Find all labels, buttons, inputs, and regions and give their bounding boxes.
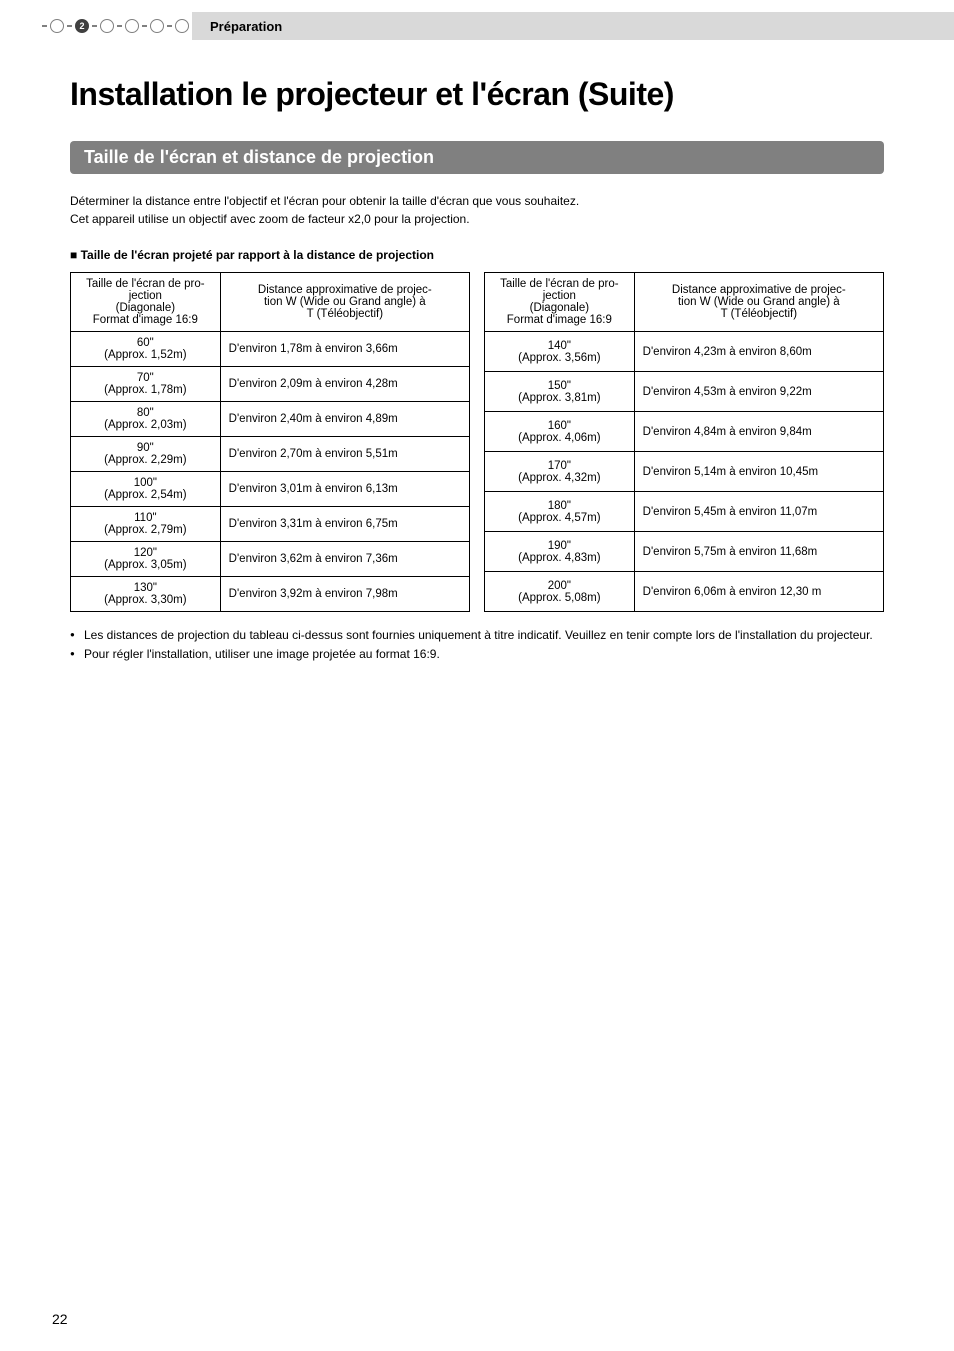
connector-line xyxy=(92,25,97,27)
tables-container: Taille de l'écran de pro- jection (Diago… xyxy=(70,272,884,612)
cell-distance: D'environ 4,84m à environ 9,84m xyxy=(634,412,883,452)
cell-size: 100"(Approx. 2,54m) xyxy=(71,472,221,507)
table-row: 150"(Approx. 3,81m)D'environ 4,53m à env… xyxy=(485,372,884,412)
header-size-l3: (Diagonale) xyxy=(530,302,589,314)
table-row: 120"(Approx. 3,05m)D'environ 3,62m à env… xyxy=(71,542,470,577)
step-circle-2-active: 2 xyxy=(75,19,89,33)
step-circle-1 xyxy=(50,19,64,33)
table-row: 130"(Approx. 3,30m)D'environ 3,92m à env… xyxy=(71,577,470,612)
cell-size: 150"(Approx. 3,81m) xyxy=(485,372,635,412)
connector-line xyxy=(67,25,72,27)
table-row: 170"(Approx. 4,32m)D'environ 5,14m à env… xyxy=(485,452,884,492)
cell-distance: D'environ 5,45m à environ 11,07m xyxy=(634,492,883,532)
notes-list: Les distances de projection du tableau c… xyxy=(70,626,884,664)
cell-size: 200"(Approx. 5,08m) xyxy=(485,572,635,612)
section-heading: Taille de l'écran et distance de project… xyxy=(70,141,884,174)
step-circle-6 xyxy=(175,19,189,33)
header-size: Taille de l'écran de pro- jection (Diago… xyxy=(485,273,635,332)
table-row: 70"(Approx. 1,78m)D'environ 2,09m à envi… xyxy=(71,367,470,402)
cell-distance: D'environ 1,78m à environ 3,66m xyxy=(220,332,469,367)
cell-size: 170"(Approx. 4,32m) xyxy=(485,452,635,492)
cell-distance: D'environ 2,09m à environ 4,28m xyxy=(220,367,469,402)
connector-line xyxy=(142,25,147,27)
header-dist-l3: T (Téléobjectif) xyxy=(721,308,797,320)
table-row: 60"(Approx. 1,52m)D'environ 1,78m à envi… xyxy=(71,332,470,367)
cell-size: 130"(Approx. 3,30m) xyxy=(71,577,221,612)
connector-line xyxy=(167,25,172,27)
table-row: 100"(Approx. 2,54m)D'environ 3,01m à env… xyxy=(71,472,470,507)
cell-distance: D'environ 4,23m à environ 8,60m xyxy=(634,332,883,372)
table-row: 90"(Approx. 2,29m)D'environ 2,70m à envi… xyxy=(71,437,470,472)
cell-distance: D'environ 5,14m à environ 10,45m xyxy=(634,452,883,492)
header-size-l2: jection xyxy=(543,290,576,302)
cell-size: 90"(Approx. 2,29m) xyxy=(71,437,221,472)
header-size-l4: Format d'image 16:9 xyxy=(93,314,198,326)
cell-distance: D'environ 3,62m à environ 7,36m xyxy=(220,542,469,577)
intro-text: Déterminer la distance entre l'objectif … xyxy=(70,192,884,228)
step-circle-5 xyxy=(150,19,164,33)
cell-distance: D'environ 2,40m à environ 4,89m xyxy=(220,402,469,437)
cell-distance: D'environ 4,53m à environ 9,22m xyxy=(634,372,883,412)
cell-distance: D'environ 3,92m à environ 7,98m xyxy=(220,577,469,612)
header-dist-l2: tion W (Wide ou Grand angle) à xyxy=(678,296,840,308)
note-1: Les distances de projection du tableau c… xyxy=(70,626,884,645)
connector-line xyxy=(117,25,122,27)
header-size-l1: Taille de l'écran de pro- xyxy=(86,278,205,290)
intro-line-2: Cet appareil utilise un objectif avec zo… xyxy=(70,210,884,228)
cell-size: 140"(Approx. 3,56m) xyxy=(485,332,635,372)
cell-size: 120"(Approx. 3,05m) xyxy=(71,542,221,577)
content-area: Installation le projecteur et l'écran (S… xyxy=(0,76,954,664)
header-dist-l2: tion W (Wide ou Grand angle) à xyxy=(264,296,426,308)
header-dist-l3: T (Téléobjectif) xyxy=(307,308,383,320)
table-row: 110"(Approx. 2,79m)D'environ 3,31m à env… xyxy=(71,507,470,542)
header-dist-l1: Distance approximative de projec- xyxy=(672,284,846,296)
cell-size: 190"(Approx. 4,83m) xyxy=(485,532,635,572)
page-title: Installation le projecteur et l'écran (S… xyxy=(70,76,884,113)
cell-size: 60"(Approx. 1,52m) xyxy=(71,332,221,367)
table-row: 140"(Approx. 3,56m)D'environ 4,23m à env… xyxy=(485,332,884,372)
header-dist: Distance approximative de projec- tion W… xyxy=(220,273,469,332)
connector-line xyxy=(42,25,47,27)
table2-body: 140"(Approx. 3,56m)D'environ 4,23m à env… xyxy=(485,332,884,612)
header-size-l4: Format d'image 16:9 xyxy=(507,314,612,326)
header-bar: 2 Préparation xyxy=(0,12,954,40)
projection-table-1: Taille de l'écran de pro- jection (Diago… xyxy=(70,272,470,612)
step-circle-3 xyxy=(100,19,114,33)
subheading: ■ Taille de l'écran projeté par rapport … xyxy=(70,248,884,262)
header-size-l2: jection xyxy=(129,290,162,302)
cell-size: 110"(Approx. 2,79m) xyxy=(71,507,221,542)
table-row: 180"(Approx. 4,57m)D'environ 5,45m à env… xyxy=(485,492,884,532)
cell-size: 80"(Approx. 2,03m) xyxy=(71,402,221,437)
cell-distance: D'environ 3,31m à environ 6,75m xyxy=(220,507,469,542)
cell-size: 160"(Approx. 4,06m) xyxy=(485,412,635,452)
intro-line-1: Déterminer la distance entre l'objectif … xyxy=(70,192,884,210)
header-size: Taille de l'écran de pro- jection (Diago… xyxy=(71,273,221,332)
cell-distance: D'environ 3,01m à environ 6,13m xyxy=(220,472,469,507)
cell-distance: D'environ 2,70m à environ 5,51m xyxy=(220,437,469,472)
header-dist: Distance approximative de projec- tion W… xyxy=(634,273,883,332)
table-header-row: Taille de l'écran de pro- jection (Diago… xyxy=(71,273,470,332)
table-header-row: Taille de l'écran de pro- jection (Diago… xyxy=(485,273,884,332)
table-row: 200"(Approx. 5,08m)D'environ 6,06m à env… xyxy=(485,572,884,612)
cell-size: 180"(Approx. 4,57m) xyxy=(485,492,635,532)
table-row: 80"(Approx. 2,03m)D'environ 2,40m à envi… xyxy=(71,402,470,437)
note-2: Pour régler l'installation, utiliser une… xyxy=(70,645,884,664)
cell-distance: D'environ 6,06m à environ 12,30 m xyxy=(634,572,883,612)
cell-distance: D'environ 5,75m à environ 11,68m xyxy=(634,532,883,572)
cell-size: 70"(Approx. 1,78m) xyxy=(71,367,221,402)
header-label: Préparation xyxy=(192,12,954,40)
projection-table-2: Taille de l'écran de pro- jection (Diago… xyxy=(484,272,884,612)
header-size-l3: (Diagonale) xyxy=(116,302,175,314)
step-indicator: 2 xyxy=(0,19,192,33)
header-size-l1: Taille de l'écran de pro- xyxy=(500,278,619,290)
step-circle-4 xyxy=(125,19,139,33)
table-row: 190"(Approx. 4,83m)D'environ 5,75m à env… xyxy=(485,532,884,572)
page-number: 22 xyxy=(52,1311,68,1327)
header-dist-l1: Distance approximative de projec- xyxy=(258,284,432,296)
table1-body: 60"(Approx. 1,52m)D'environ 1,78m à envi… xyxy=(71,332,470,612)
table-row: 160"(Approx. 4,06m)D'environ 4,84m à env… xyxy=(485,412,884,452)
page: 2 Préparation Installation le projecteur… xyxy=(0,12,954,1351)
